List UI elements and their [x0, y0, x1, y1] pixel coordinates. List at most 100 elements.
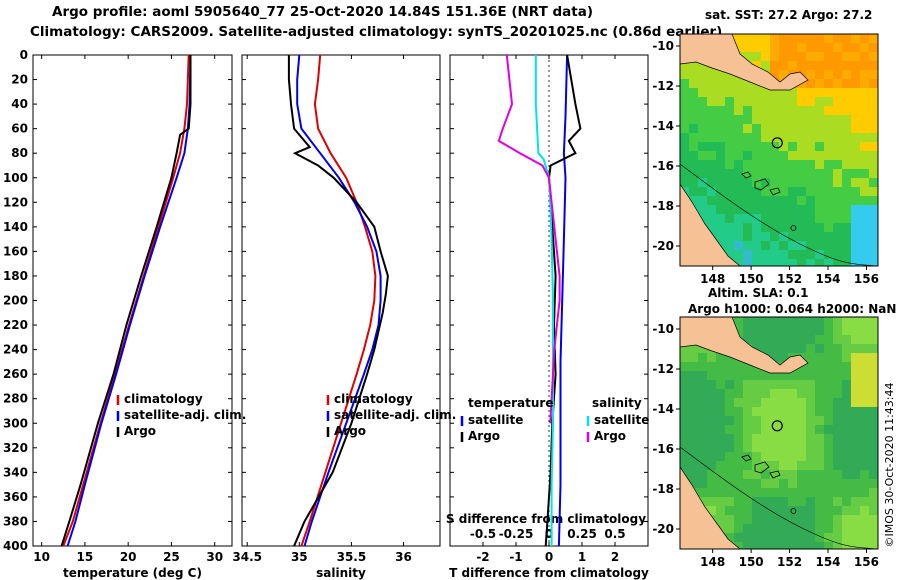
- map-cell: [833, 443, 843, 453]
- map-cell: [842, 178, 852, 188]
- map-cell: [842, 196, 852, 206]
- map-cell: [761, 497, 771, 507]
- map-cell: [725, 88, 735, 98]
- map-cell: [725, 398, 735, 408]
- map-cell: [851, 542, 861, 549]
- map-cell: [824, 124, 834, 134]
- map-cell: [761, 214, 771, 224]
- map-cell: [824, 326, 834, 336]
- x-tick-label: 36: [395, 550, 412, 564]
- map-cell: [707, 133, 717, 143]
- map-cell: [716, 506, 726, 516]
- map-cell: [761, 61, 771, 71]
- map-cell: [842, 34, 852, 44]
- map-cell: [815, 443, 825, 453]
- map-cell: [860, 515, 870, 525]
- map-cell: [743, 187, 753, 197]
- map-cell: [851, 416, 861, 426]
- map-cell: [806, 88, 816, 98]
- map-cell: [743, 497, 753, 507]
- map-cell: [824, 232, 834, 242]
- map-cell: [860, 371, 870, 381]
- map-cell: [833, 407, 843, 417]
- map-cell: [860, 407, 870, 417]
- map-cell: [842, 43, 852, 53]
- map-cell: [788, 452, 798, 462]
- legend-label: Argo: [468, 429, 500, 443]
- map-cell: [815, 142, 825, 152]
- lat-tick-label: -12: [652, 79, 674, 93]
- map-cell: [770, 407, 780, 417]
- map-cell: [806, 497, 816, 507]
- map-cell: [752, 115, 762, 125]
- map-cell: [707, 205, 717, 215]
- map-cell: [815, 488, 825, 498]
- map-cell: [824, 344, 834, 354]
- secondary-x-label: S difference from climatology: [446, 512, 646, 526]
- map-cell: [707, 497, 717, 507]
- map-cell: [797, 389, 807, 399]
- map-cell: [833, 241, 843, 251]
- map-cell: [869, 43, 878, 53]
- map-cell: [752, 232, 762, 242]
- map-cell: [725, 178, 735, 188]
- y-tick-label: 60: [11, 122, 28, 136]
- y-tick-label: 400: [3, 539, 28, 553]
- map-cell: [689, 371, 699, 381]
- map-cell: [869, 362, 878, 372]
- secondary-x-tick-label: -0.25: [499, 527, 534, 541]
- map-cell: [779, 479, 789, 489]
- map-cell: [833, 52, 843, 62]
- map-cell: [716, 380, 726, 390]
- map-cell: [815, 151, 825, 161]
- map-cell: [770, 88, 780, 98]
- y-tick-label: 140: [3, 220, 28, 234]
- map-cell: [842, 488, 852, 498]
- map-cell: [734, 88, 744, 98]
- map-cell: [725, 407, 735, 417]
- map-cell: [851, 142, 861, 152]
- map-cell: [806, 542, 816, 549]
- map-cell: [851, 353, 861, 363]
- map-cell: [851, 43, 861, 53]
- map-cell: [824, 79, 834, 89]
- map-cell: [707, 443, 717, 453]
- map-cell: [752, 34, 762, 44]
- map-cell: [815, 61, 825, 71]
- map-cell: [770, 250, 780, 260]
- map-cell: [788, 506, 798, 516]
- map-cell: [833, 380, 843, 390]
- map-cell: [842, 79, 852, 89]
- map-cell: [716, 398, 726, 408]
- map-cell: [806, 52, 816, 62]
- map-cell: [824, 371, 834, 381]
- map-cell: [842, 497, 852, 507]
- map-cell: [725, 506, 735, 516]
- map-cell: [869, 542, 878, 549]
- map-cell: [689, 353, 699, 363]
- map-cell: [779, 344, 789, 354]
- map-cell: [851, 533, 861, 543]
- map-cell: [842, 70, 852, 80]
- map-cell: [788, 205, 798, 215]
- map-cell: [806, 106, 816, 116]
- map-cell: [761, 97, 771, 107]
- map-cell: [851, 196, 861, 206]
- title-line-2: Climatology: CARS2009. Satellite-adjuste…: [30, 24, 723, 40]
- map-cell: [743, 52, 753, 62]
- map-cell: [788, 43, 798, 53]
- map-cell: [833, 488, 843, 498]
- map-cell: [716, 133, 726, 143]
- map-cell: [824, 70, 834, 80]
- map-cell: [788, 461, 798, 471]
- map-cell: [779, 389, 789, 399]
- map-cell: [851, 205, 861, 215]
- map-cell: [806, 160, 816, 170]
- map-cell: [689, 106, 699, 116]
- lon-tick-label: 154: [815, 555, 840, 569]
- map-cell: [770, 443, 780, 453]
- map-cell: [761, 506, 771, 516]
- map-cell: [734, 241, 744, 251]
- map-cell: [734, 506, 744, 516]
- map-cell: [779, 241, 789, 251]
